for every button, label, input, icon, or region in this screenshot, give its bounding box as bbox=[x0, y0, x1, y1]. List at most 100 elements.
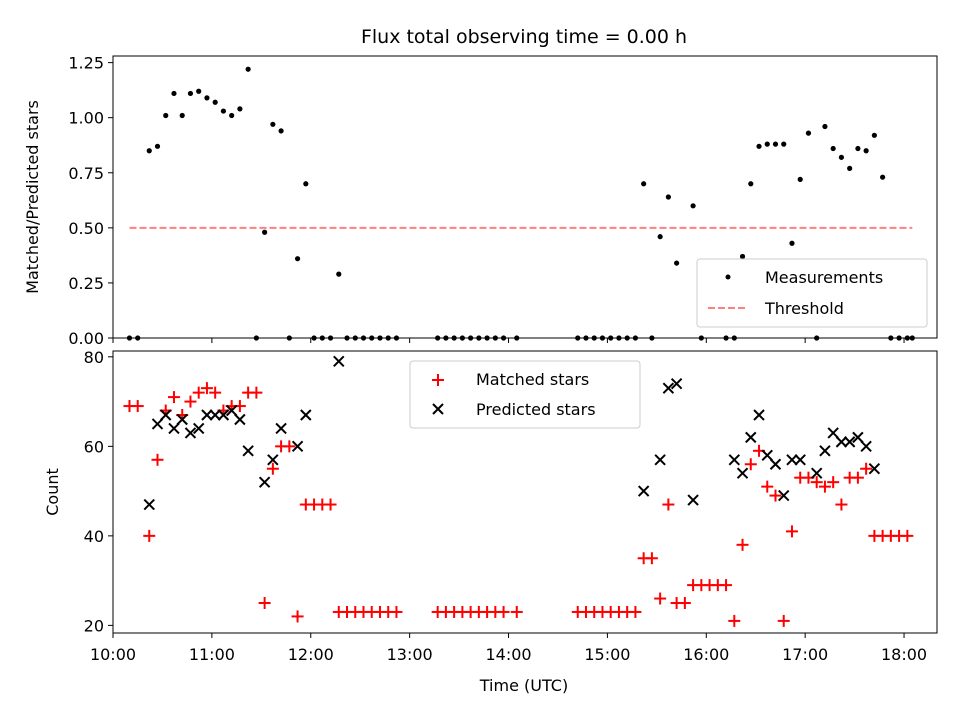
point-matched-stars bbox=[728, 614, 741, 627]
y-tick-label: 20 bbox=[84, 616, 104, 635]
point-measurements bbox=[797, 176, 803, 182]
point-matched-stars bbox=[769, 489, 782, 502]
chart-title: Flux total observing time = 0.00 h bbox=[361, 26, 687, 48]
point-matched-stars bbox=[678, 597, 691, 610]
point-measurements bbox=[229, 112, 235, 119]
point-predicted-stars bbox=[860, 440, 872, 453]
point-predicted-stars bbox=[794, 454, 806, 466]
point-measurements bbox=[665, 194, 671, 200]
point-predicted-stars bbox=[769, 458, 782, 470]
point-matched-stars bbox=[761, 480, 774, 493]
legend-measurements-label: Measurements bbox=[765, 268, 883, 287]
point-measurements bbox=[690, 203, 696, 209]
bottom-legend: Matched stars Predicted stars bbox=[409, 360, 641, 429]
point-predicted-stars bbox=[192, 422, 205, 435]
point-measurements bbox=[163, 112, 169, 119]
x-tick-label: 18:00 bbox=[881, 645, 927, 664]
point-matched-stars bbox=[258, 597, 271, 610]
legend-measurements-marker bbox=[725, 274, 731, 280]
point-matched-stars bbox=[736, 538, 749, 551]
point-predicted-stars bbox=[333, 355, 345, 368]
point-matched-stars bbox=[901, 529, 914, 542]
point-predicted-stars bbox=[736, 467, 749, 479]
bottom-panel-frame bbox=[112, 350, 938, 634]
legend-threshold-label: Threshold bbox=[764, 299, 844, 318]
point-measurements bbox=[748, 181, 754, 187]
point-measurements bbox=[146, 148, 152, 154]
point-predicted-stars bbox=[275, 422, 287, 435]
x-tick-label: 13:00 bbox=[387, 645, 433, 664]
top-legend-box bbox=[696, 258, 928, 328]
point-predicted-stars bbox=[868, 463, 881, 475]
point-predicted-stars bbox=[843, 436, 856, 448]
point-predicted-stars bbox=[151, 418, 164, 430]
point-predicted-stars bbox=[670, 377, 683, 390]
point-measurements bbox=[641, 181, 647, 187]
point-measurements bbox=[838, 154, 845, 160]
point-measurements bbox=[270, 121, 276, 127]
point-predicted-stars bbox=[160, 409, 172, 421]
y-tick-label: 0.25 bbox=[68, 274, 104, 293]
point-measurements bbox=[764, 141, 770, 147]
point-measurements bbox=[336, 271, 342, 277]
point-matched-stars bbox=[192, 386, 205, 399]
y-tick-label: 0.50 bbox=[68, 219, 104, 238]
top-panel-frame bbox=[112, 55, 938, 339]
point-predicted-stars bbox=[761, 449, 773, 462]
point-matched-stars bbox=[151, 453, 164, 466]
point-measurements bbox=[196, 88, 202, 94]
x-axis-label: Time (UTC) bbox=[479, 676, 568, 695]
point-predicted-stars bbox=[662, 382, 675, 394]
legend-predicted-marker bbox=[432, 403, 444, 415]
top-y-axis-label: Matched/Predicted stars bbox=[23, 100, 42, 294]
point-predicted-stars bbox=[778, 489, 790, 502]
point-predicted-stars bbox=[753, 409, 765, 421]
point-predicted-stars bbox=[827, 427, 839, 439]
y-tick-label: 0.00 bbox=[68, 329, 104, 348]
point-measurements bbox=[657, 234, 663, 240]
x-tick-label: 15:00 bbox=[584, 645, 630, 664]
bottom-legend-box bbox=[409, 360, 641, 429]
y-tick-label: 1.25 bbox=[68, 54, 104, 73]
x-tick-label: 10:00 bbox=[90, 645, 136, 664]
point-measurements bbox=[204, 95, 210, 101]
point-matched-stars bbox=[497, 605, 510, 618]
x-tick-label: 12:00 bbox=[288, 645, 334, 664]
point-predicted-stars bbox=[201, 409, 213, 421]
point-matched-stars bbox=[645, 552, 658, 565]
point-measurements bbox=[756, 143, 762, 149]
point-measurements bbox=[187, 90, 194, 97]
y-tick-label: 80 bbox=[84, 348, 104, 367]
point-measurements bbox=[739, 253, 746, 260]
point-measurements bbox=[855, 145, 861, 152]
top-legend: Measurements Threshold bbox=[696, 258, 928, 328]
point-matched-stars bbox=[810, 476, 823, 489]
point-predicted-stars bbox=[143, 498, 155, 511]
point-predicted-stars bbox=[225, 404, 238, 417]
point-matched-stars bbox=[851, 471, 864, 484]
point-measurements bbox=[805, 130, 812, 136]
point-measurements bbox=[847, 165, 853, 171]
point-matched-stars bbox=[283, 440, 296, 453]
point-measurements bbox=[154, 143, 161, 149]
point-measurements bbox=[830, 145, 836, 152]
point-predicted-stars bbox=[291, 440, 304, 453]
point-measurements bbox=[237, 106, 243, 112]
point-matched-stars bbox=[835, 498, 848, 511]
x-tick-label: 17:00 bbox=[782, 645, 828, 664]
point-predicted-stars bbox=[819, 445, 831, 457]
point-predicted-stars bbox=[242, 445, 254, 457]
x-tick-label: 14:00 bbox=[485, 645, 531, 664]
point-measurements bbox=[871, 132, 877, 138]
point-predicted-stars bbox=[786, 454, 798, 466]
point-matched-stars bbox=[209, 386, 222, 399]
point-predicted-stars bbox=[176, 413, 188, 426]
point-measurements bbox=[220, 108, 227, 114]
point-measurements bbox=[674, 260, 680, 266]
point-predicted-stars bbox=[810, 467, 823, 479]
point-matched-stars bbox=[184, 395, 197, 408]
point-predicted-stars bbox=[209, 409, 221, 421]
bottom-panel: Count 20 40 60 80 10:00 11:00 12:00 13:00 14:00 1… bbox=[43, 348, 938, 695]
point-matched-stars bbox=[818, 480, 831, 493]
